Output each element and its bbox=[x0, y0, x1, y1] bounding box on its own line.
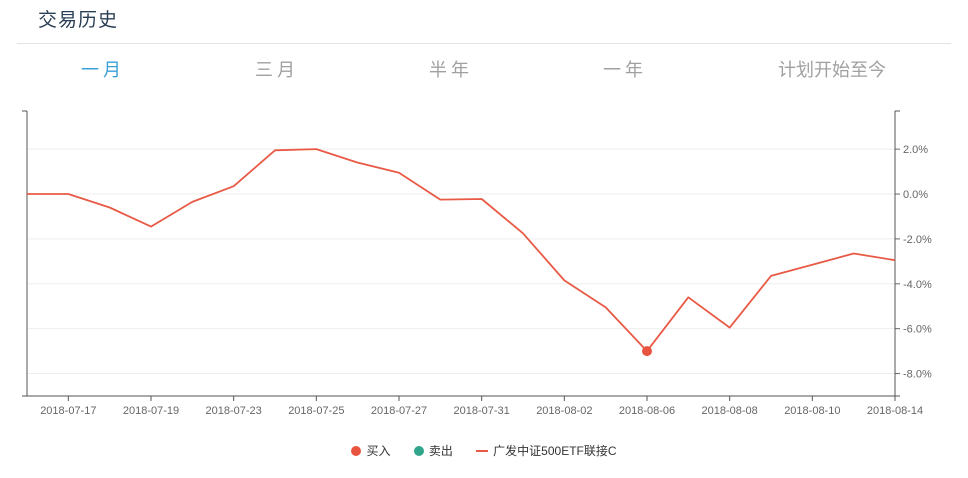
page-title: 交易历史 bbox=[38, 10, 119, 31]
x-tick-label: 2018-07-31 bbox=[454, 405, 510, 417]
x-tick-label: 2018-07-27 bbox=[371, 405, 427, 417]
x-tick-label: 2018-08-10 bbox=[784, 405, 840, 417]
y-tick-label: -2.0% bbox=[903, 234, 932, 246]
legend-item-buy[interactable]: 买入 bbox=[351, 442, 390, 459]
x-tick-label: 2018-08-06 bbox=[619, 405, 675, 417]
legend-item-fund[interactable]: 广发中证500ETF联接C bbox=[476, 442, 617, 459]
x-tick-label: 2018-08-02 bbox=[536, 405, 592, 417]
y-tick-label: 2.0% bbox=[903, 144, 928, 156]
x-tick-label: 2018-07-19 bbox=[123, 405, 179, 417]
legend-item-sell[interactable]: 卖出 bbox=[413, 442, 453, 459]
y-tick-label: 0.0% bbox=[903, 189, 928, 201]
chart-legend: 买入 卖出 广发中证500ETF联接C bbox=[0, 442, 968, 460]
x-tick-label: 2018-07-17 bbox=[40, 405, 96, 417]
tab-half-year[interactable]: 半年 bbox=[429, 60, 473, 80]
tab-one-month[interactable]: 一月 bbox=[81, 60, 125, 80]
buy-marker-icon bbox=[351, 445, 362, 456]
x-tick-label: 2018-07-23 bbox=[206, 405, 262, 417]
header-divider bbox=[17, 43, 951, 44]
tab-since-start[interactable]: 计划开始至今 bbox=[778, 60, 886, 80]
y-tick-label: -4.0% bbox=[903, 279, 932, 291]
y-tick-label: -6.0% bbox=[903, 324, 932, 336]
series-line bbox=[27, 148, 896, 353]
legend-label-buy: 买入 bbox=[366, 444, 391, 458]
buy-point-marker bbox=[642, 346, 652, 357]
legend-label-sell: 卖出 bbox=[428, 444, 453, 458]
y-tick-label: -8.0% bbox=[903, 369, 932, 381]
legend-label-fund: 广发中证500ETF联接C bbox=[493, 444, 617, 458]
x-tick-label: 2018-07-25 bbox=[288, 405, 344, 417]
sell-marker-icon bbox=[413, 445, 424, 456]
tab-one-year[interactable]: 一年 bbox=[603, 60, 647, 80]
x-tick-label: 2018-08-08 bbox=[702, 405, 758, 417]
line-series-icon bbox=[476, 449, 489, 452]
tab-three-months[interactable]: 三月 bbox=[255, 60, 299, 80]
x-tick-label: 2018-08-14 bbox=[867, 405, 923, 417]
period-tabs: 一月 三月 半年 一年 计划开始至今 bbox=[15, 56, 955, 84]
